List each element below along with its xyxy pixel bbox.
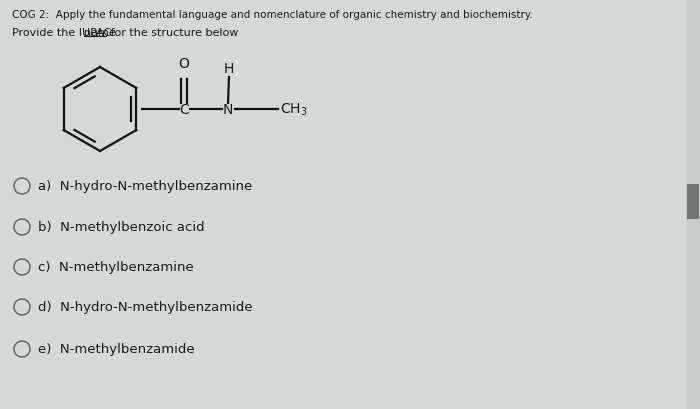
Text: O: O (178, 57, 190, 71)
Text: a)  N-hydro-N-methylbenzamine: a) N-hydro-N-methylbenzamine (38, 180, 252, 193)
Text: H: H (224, 62, 234, 76)
Text: COG 2:  Apply the fundamental language and nomenclature of organic chemistry and: COG 2: Apply the fundamental language an… (12, 10, 533, 20)
Text: CH$_3$: CH$_3$ (280, 101, 307, 118)
Text: b)  N-methylbenzoic acid: b) N-methylbenzoic acid (38, 221, 204, 234)
Text: name: name (84, 28, 116, 38)
Text: c)  N-methylbenzamine: c) N-methylbenzamine (38, 261, 194, 274)
Text: C: C (179, 103, 189, 117)
Text: N: N (223, 103, 233, 117)
Text: for the structure below: for the structure below (107, 28, 239, 38)
Text: e)  N-methylbenzamide: e) N-methylbenzamide (38, 343, 195, 356)
Text: Provide the IUPAC: Provide the IUPAC (12, 28, 115, 38)
Bar (686, 0, 700, 409)
Bar (687, 184, 699, 220)
Text: d)  N-hydro-N-methylbenzamide: d) N-hydro-N-methylbenzamide (38, 301, 253, 314)
